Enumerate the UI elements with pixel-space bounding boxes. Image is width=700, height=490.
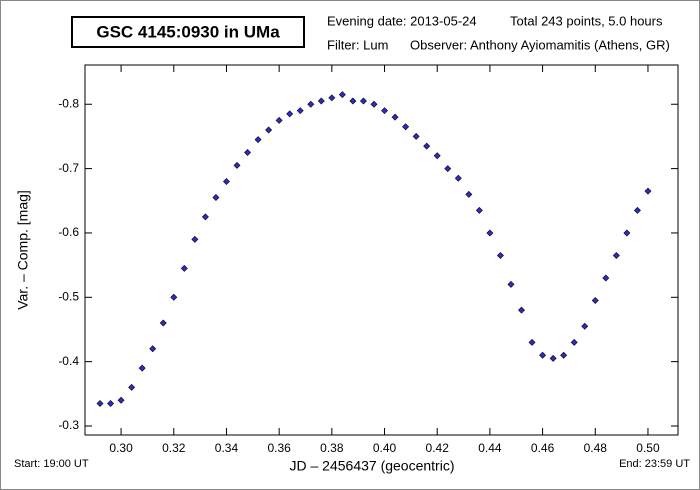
data-point — [159, 319, 167, 327]
y-tick-label: -0.4 — [58, 354, 79, 368]
data-point — [349, 97, 357, 105]
data-point — [444, 165, 452, 173]
data-point — [222, 177, 230, 185]
data-point — [528, 338, 536, 346]
data-point — [317, 97, 325, 105]
data-point — [107, 399, 115, 407]
data-point — [496, 251, 504, 259]
filter: Filter: Lum — [327, 37, 388, 52]
data-point — [423, 142, 431, 150]
total-points: Total 243 points, 5.0 hours — [510, 13, 663, 28]
data-point — [475, 206, 483, 214]
data-point — [644, 187, 652, 195]
data-point — [201, 213, 209, 221]
data-point — [275, 116, 283, 124]
y-tick-label: -0.6 — [58, 225, 79, 239]
data-point — [286, 110, 294, 118]
data-point — [170, 293, 178, 301]
x-tick-label: 0.50 — [636, 441, 660, 455]
x-tick-label: 0.48 — [584, 441, 608, 455]
data-point — [96, 399, 104, 407]
data-point — [581, 322, 589, 330]
data-point — [633, 206, 641, 214]
data-point — [359, 97, 367, 105]
x-tick-label: 0.30 — [109, 441, 133, 455]
end-time: End: 23:59 UT — [619, 458, 690, 470]
y-axis-label: Var. – Comp. [mag] — [15, 190, 31, 310]
data-point — [507, 280, 515, 288]
data-point — [486, 229, 494, 237]
x-tick-label: 0.38 — [320, 441, 344, 455]
data-point — [612, 251, 620, 259]
data-point — [212, 194, 220, 202]
data-point — [328, 94, 336, 102]
title-box — [71, 16, 305, 48]
data-point — [370, 100, 378, 108]
data-point — [602, 274, 610, 282]
data-point — [117, 396, 125, 404]
data-point — [549, 354, 557, 362]
evening-date: Evening date: 2013-05-24 — [327, 13, 477, 28]
data-point — [454, 174, 462, 182]
data-point — [391, 113, 399, 121]
data-point — [560, 351, 568, 359]
data-point — [412, 132, 420, 140]
data-point — [233, 161, 241, 169]
y-tick-label: -0.3 — [58, 418, 79, 432]
data-point — [307, 100, 315, 108]
x-tick-label: 0.32 — [162, 441, 186, 455]
x-tick-label: 0.44 — [478, 441, 502, 455]
data-point — [244, 149, 252, 157]
x-tick-label: 0.34 — [215, 441, 239, 455]
y-tick-label: -0.8 — [58, 96, 79, 110]
x-tick-label: 0.42 — [426, 441, 450, 455]
x-axis-label: JD – 2456437 (geocentric) — [290, 458, 455, 474]
data-point — [381, 107, 389, 115]
data-point — [591, 297, 599, 305]
data-point — [465, 190, 473, 198]
x-tick-label: 0.40 — [373, 441, 397, 455]
observer: Observer: Anthony Ayiomamitis (Athens, G… — [410, 37, 670, 52]
x-tick-label: 0.46 — [531, 441, 555, 455]
y-tick-label: -0.7 — [58, 161, 79, 175]
data-point — [402, 123, 410, 131]
data-point — [265, 126, 273, 134]
data-point — [539, 351, 547, 359]
data-point — [296, 107, 304, 115]
data-point — [138, 364, 146, 372]
plot-area — [84, 64, 679, 436]
data-point — [623, 229, 631, 237]
data-point — [518, 306, 526, 314]
chart-title: GSC 4145:0930 in UMa — [96, 22, 280, 41]
data-point — [180, 264, 188, 272]
data-point — [338, 91, 346, 99]
data-point — [128, 383, 136, 391]
y-tick-label: -0.5 — [58, 289, 79, 303]
data-point — [570, 338, 578, 346]
data-point — [149, 345, 157, 353]
data-point — [254, 136, 262, 144]
x-tick-label: 0.36 — [267, 441, 291, 455]
start-time: Start: 19:00 UT — [14, 458, 89, 470]
data-point — [191, 235, 199, 243]
data-point — [433, 152, 441, 160]
